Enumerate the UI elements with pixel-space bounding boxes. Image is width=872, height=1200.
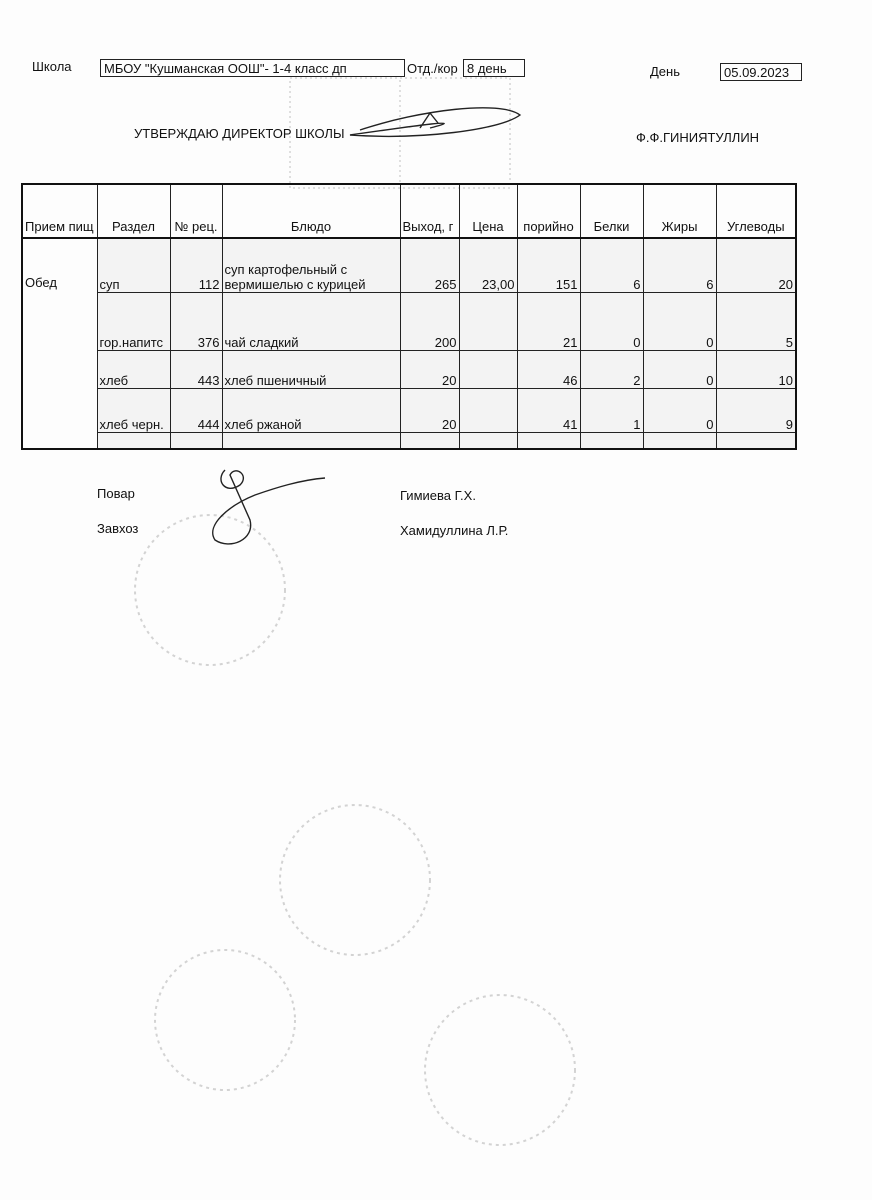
dish-cell: суп картофельный с вермишелью с курицей [221, 237, 401, 293]
approval-text: УТВЕРЖДАЮ ДИРЕКТОР ШКОЛЫ [134, 126, 345, 141]
col-header: Раздел [96, 183, 171, 239]
cook-name: Гимиева Г.Х. [400, 488, 476, 503]
protein-cell: 6 [579, 237, 644, 293]
fat-cell: 6 [642, 237, 717, 293]
col-header: Прием пищ [21, 183, 98, 239]
table-row: гор.напитс 376 чай сладкий 200 21 0 0 5 [22, 291, 797, 351]
director-name: Ф.Ф.ГИНИЯТУЛЛИН [636, 130, 760, 145]
empty-cell [579, 431, 644, 450]
col-header: Углеводы [715, 183, 797, 239]
empty-cell [516, 431, 581, 450]
table-row: хлеб 443 хлеб пшеничный 20 46 2 0 10 [22, 349, 797, 389]
cook-label: Повар [97, 486, 135, 501]
protein-cell: 0 [579, 291, 644, 351]
price-cell [458, 291, 518, 351]
dept-label: Отд./кор [407, 61, 458, 76]
recipe-cell: 444 [169, 387, 223, 433]
date-field: 05.09.2023 [720, 63, 802, 81]
kcal-cell: 46 [516, 349, 581, 389]
carbs-cell: 9 [715, 387, 797, 433]
carbs-cell: 20 [715, 237, 797, 293]
yield-cell: 200 [399, 291, 460, 351]
cook-signature [212, 469, 326, 545]
col-header: № рец. [169, 183, 223, 239]
carbs-cell: 5 [715, 291, 797, 351]
school-label: Школа [32, 59, 72, 74]
col-header: Блюдо [221, 183, 401, 239]
section-cell: гор.напитс [96, 291, 171, 351]
kcal-cell: 151 [516, 237, 581, 293]
manager-name: Хамидуллина Л.Р. [400, 523, 509, 538]
dish-cell: чай сладкий [221, 291, 401, 351]
faint-stamp-circles [134, 514, 576, 1146]
yield-cell: 265 [399, 237, 460, 293]
yield-cell: 20 [399, 349, 460, 389]
fat-cell: 0 [642, 291, 717, 351]
dish-line: вермишелью с курицей [224, 276, 366, 292]
empty-cell [221, 431, 401, 450]
carbs-cell: 10 [715, 349, 797, 389]
col-header: Цена [458, 183, 518, 239]
table-row: Обед суп 112 суп картофельный с вермишель… [21, 237, 797, 450]
dept-field: 8 день [463, 59, 525, 77]
section-cell: хлеб черн. [96, 387, 171, 433]
table-header-row: Прием пищ Раздел № рец. Блюдо Выход, г Ц… [21, 183, 797, 239]
protein-cell: 1 [579, 387, 644, 433]
fat-cell: 0 [642, 349, 717, 389]
empty-cell [96, 431, 171, 450]
dish-cell: хлеб ржаной [221, 387, 401, 433]
col-header: Жиры [642, 183, 717, 239]
col-header: Выход, г [399, 183, 460, 239]
table-row: хлеб черн. 444 хлеб ржаной 20 41 1 0 9 [22, 387, 797, 433]
kcal-cell: 21 [516, 291, 581, 351]
empty-cell [715, 431, 797, 450]
empty-cell [642, 431, 717, 450]
yield-cell: 20 [399, 387, 460, 433]
director-signature [349, 107, 522, 137]
school-field: МБОУ "Кушманская ООШ"- 1-4 класс дп [100, 59, 405, 77]
dish-cell: хлеб пшеничный [221, 349, 401, 389]
manager-label: Завхоз [97, 521, 139, 536]
price-cell [458, 387, 518, 433]
recipe-cell: 376 [169, 291, 223, 351]
recipe-cell: 443 [169, 349, 223, 389]
price-cell: 23,00 [458, 237, 518, 293]
empty-cell [399, 431, 460, 450]
section-cell: хлеб [96, 349, 171, 389]
section-cell: суп [96, 237, 171, 293]
col-header: Белки [579, 183, 644, 239]
col-header: порийно [516, 183, 581, 239]
dish-line: суп картофельный с [224, 261, 348, 277]
fat-cell: 0 [642, 387, 717, 433]
empty-cell [169, 431, 223, 450]
kcal-cell: 41 [516, 387, 581, 433]
menu-table: Прием пищ Раздел № рец. Блюдо Выход, г Ц… [21, 183, 797, 450]
price-cell [458, 349, 518, 389]
table-row-empty [22, 431, 797, 450]
empty-cell [458, 431, 518, 450]
recipe-cell: 112 [169, 237, 223, 293]
meal-cell: Обед [21, 237, 98, 450]
day-label: День [650, 64, 680, 79]
protein-cell: 2 [579, 349, 644, 389]
